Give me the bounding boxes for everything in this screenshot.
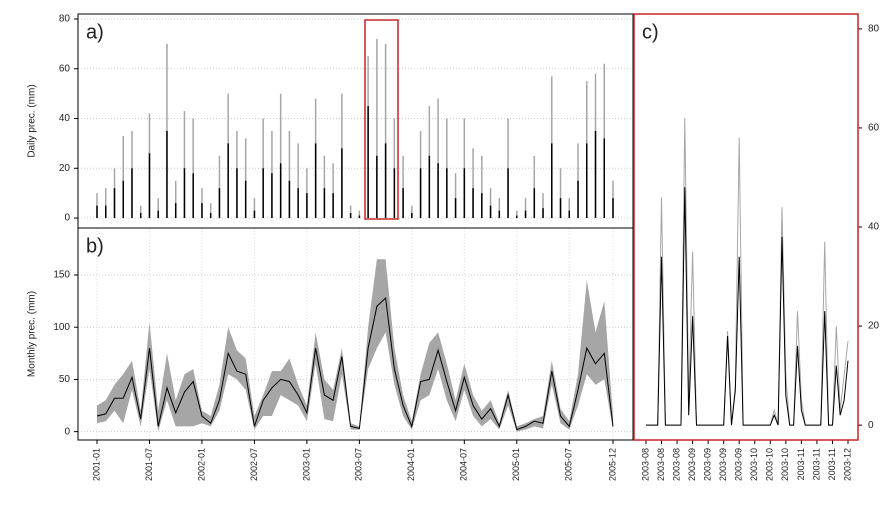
y-tick-label: 50 [59,374,71,385]
x-tick-label: 2005-07 [564,448,574,481]
y-tick-label: 100 [53,322,70,333]
y-tick-label: 0 [64,213,70,224]
daily-line [646,187,849,426]
x-tick-label: 2004-07 [459,448,469,481]
x-tick-label: 2005-12 [607,448,617,481]
y-tick-label: 60 [59,63,71,74]
y-tick-label: 0 [868,420,874,431]
y-tick-label: 80 [59,14,71,25]
x-tick-label: 2003-08 [640,448,650,481]
y-axis-title: Daily prec. (mm) [27,84,38,157]
x-tick-label: 2003-10 [780,448,790,481]
panel-frame [633,13,859,441]
panel-frame [77,227,634,441]
y-tick-label: 20 [868,321,880,332]
y-tick-label: 80 [868,24,880,35]
x-tick-label: 2003-09 [718,448,728,481]
x-tick-label: 2003-09 [703,448,713,481]
y-tick-label: 40 [59,113,71,124]
y-tick-label: 40 [868,222,880,233]
x-tick-label: 2003-09 [687,448,697,481]
x-tick-label: 2003-10 [765,448,775,481]
x-tick-label: 2001-07 [144,448,154,481]
y-tick-label: 0 [64,426,70,437]
highlight-box [364,19,399,220]
daily-line [646,117,849,426]
x-tick-label: 2003-12 [842,448,852,481]
x-tick-label: 2003-07 [354,448,364,481]
x-tick-label: 2003-08 [656,448,666,481]
panel-label: b) [86,235,104,257]
x-tick-label: 2003-11 [796,448,806,480]
panel-frame [77,13,634,229]
y-tick-label: 20 [59,163,71,174]
x-tick-label: 2003-09 [734,448,744,481]
median-line [96,296,614,431]
x-tick-label: 2003-08 [671,448,681,481]
x-tick-label: 2001-01 [91,448,101,481]
panel-label: a) [86,21,104,43]
x-tick-label: 2002-01 [196,448,206,481]
x-tick-label: 2003-11 [827,448,837,480]
panel-label: c) [642,21,659,43]
x-tick-label: 2003-01 [301,448,311,481]
y-tick-label: 150 [53,270,70,281]
range-band [97,259,613,432]
x-tick-label: 2003-11 [811,448,821,480]
x-tick-label: 2002-07 [249,448,259,481]
x-tick-label: 2003-10 [749,448,759,481]
y-tick-label: 60 [868,123,880,134]
x-tick-label: 2005-01 [511,448,521,481]
x-tick-label: 2004-01 [406,448,416,481]
y-axis-title: Monthly prec. (mm) [27,291,38,377]
